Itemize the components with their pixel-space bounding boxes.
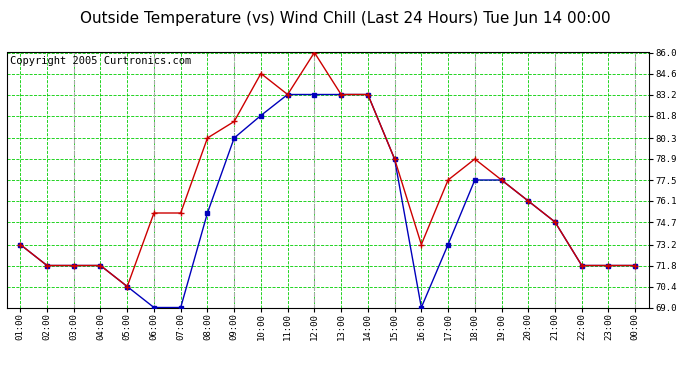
- Text: Copyright 2005 Curtronics.com: Copyright 2005 Curtronics.com: [10, 56, 191, 66]
- Text: Outside Temperature (vs) Wind Chill (Last 24 Hours) Tue Jun 14 00:00: Outside Temperature (vs) Wind Chill (Las…: [79, 11, 611, 26]
